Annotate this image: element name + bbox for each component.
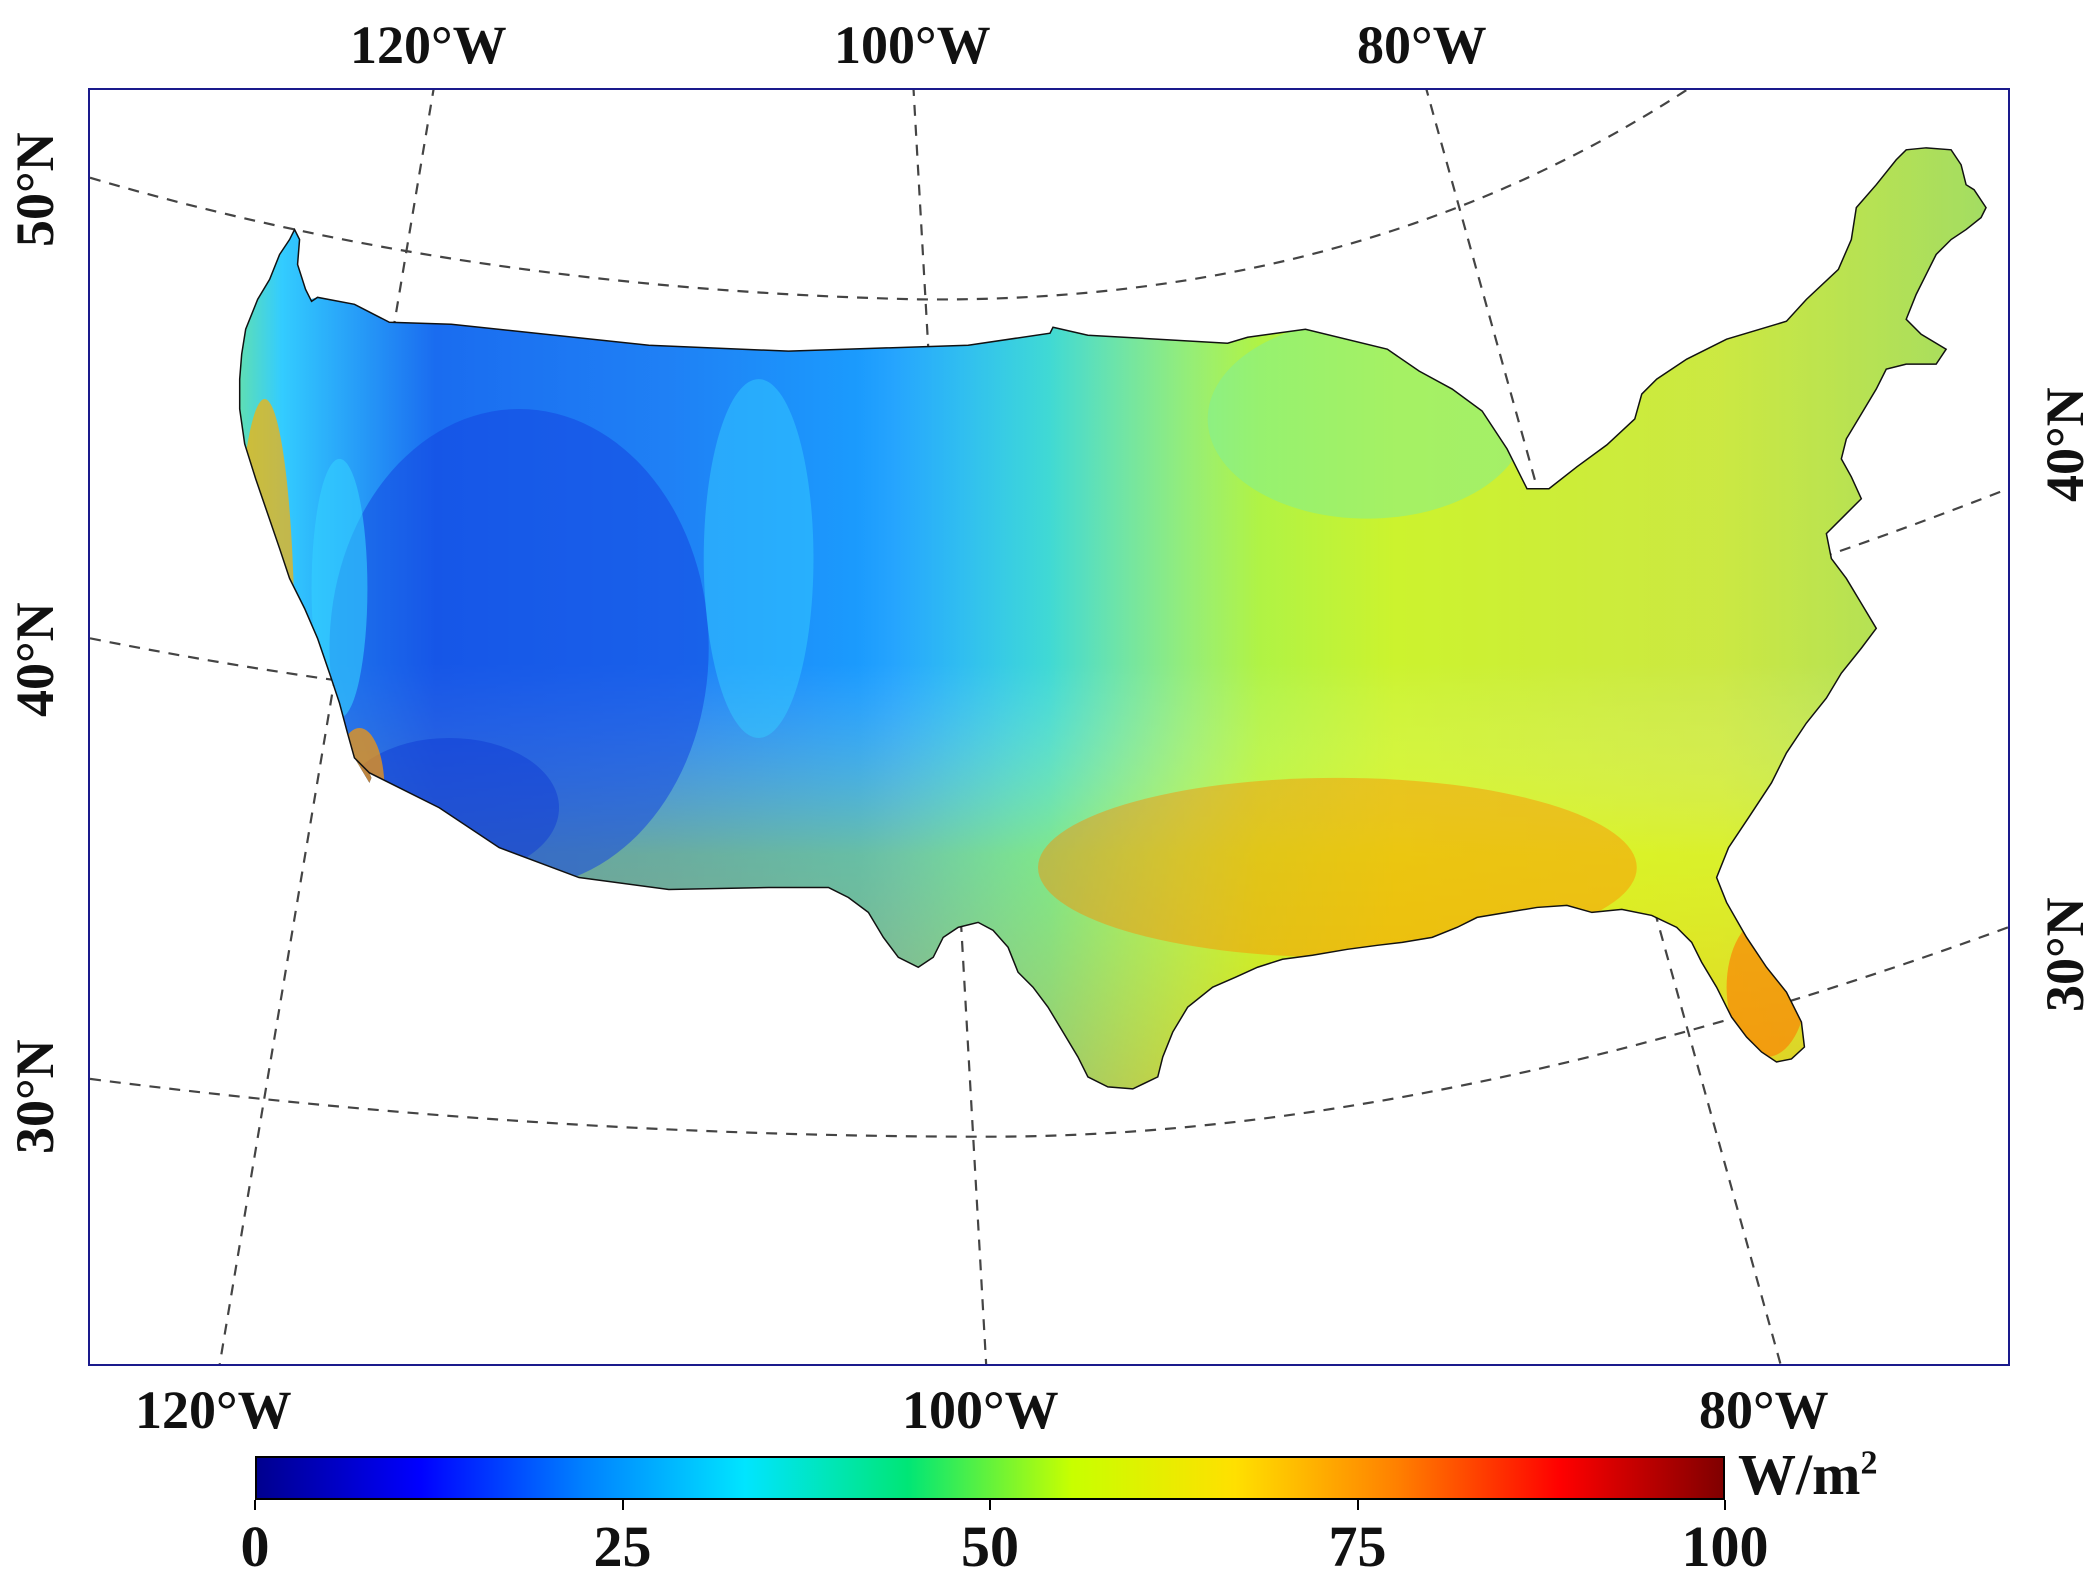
colorbar-tick-75 [1356,1500,1359,1510]
us-outline [238,147,1987,1090]
colorbar-tick-100 [1724,1500,1726,1510]
colorbar-label-75: 75 [1328,1514,1387,1579]
colorbar-tick-0 [254,1500,256,1510]
map-frame [88,88,2010,1366]
bottom-lon-label-100w: 100°W [902,1380,1059,1440]
colorbar-tick-25 [621,1500,624,1510]
colorbar-label-100: 100 [1681,1514,1769,1579]
bottom-lon-label-120w: 120°W [135,1380,292,1440]
gulf-coast-warm [1038,777,1637,958]
socal-warm [334,727,385,848]
graticule-lon-120w [218,90,435,1364]
colorbar-label-50: 50 [961,1514,1019,1579]
colorbar-tick-50 [989,1500,991,1510]
colorbar-unit: W/m2 [1738,1446,1877,1504]
left-lat-label-40n: 40°N [5,602,65,717]
florida-warm [1726,917,1807,1057]
top-lon-label-120w: 120°W [350,15,507,75]
top-lon-label-80w: 80°W [1357,15,1487,75]
unit-base: W/m [1738,1442,1861,1507]
right-lat-label-40n: 40°N [2035,387,2089,502]
right-lat-label-30n: 30°N [2035,897,2089,1012]
graticule-lat-30n [90,926,2008,1138]
bottom-lon-label-80w: 80°W [1699,1380,1829,1440]
left-lat-label-50n: 50°N [5,132,65,247]
colorbar-label-0: 0 [240,1514,270,1579]
pacific-coast-warm [239,399,295,898]
top-lon-label-100w: 100°W [834,15,991,75]
great-lakes-zone [1207,319,1528,519]
colorbar [255,1456,1725,1500]
us-irradiance-field [239,147,1987,1089]
unit-superscript: 2 [1860,1444,1878,1482]
colorbar-label-25: 25 [593,1514,652,1579]
left-lat-label-30n: 30°N [5,1039,65,1154]
map-canvas [90,90,2008,1364]
sierra-ridge [311,458,368,719]
rocky-ridges [703,379,814,738]
graticule-lat-50n [90,90,1689,301]
